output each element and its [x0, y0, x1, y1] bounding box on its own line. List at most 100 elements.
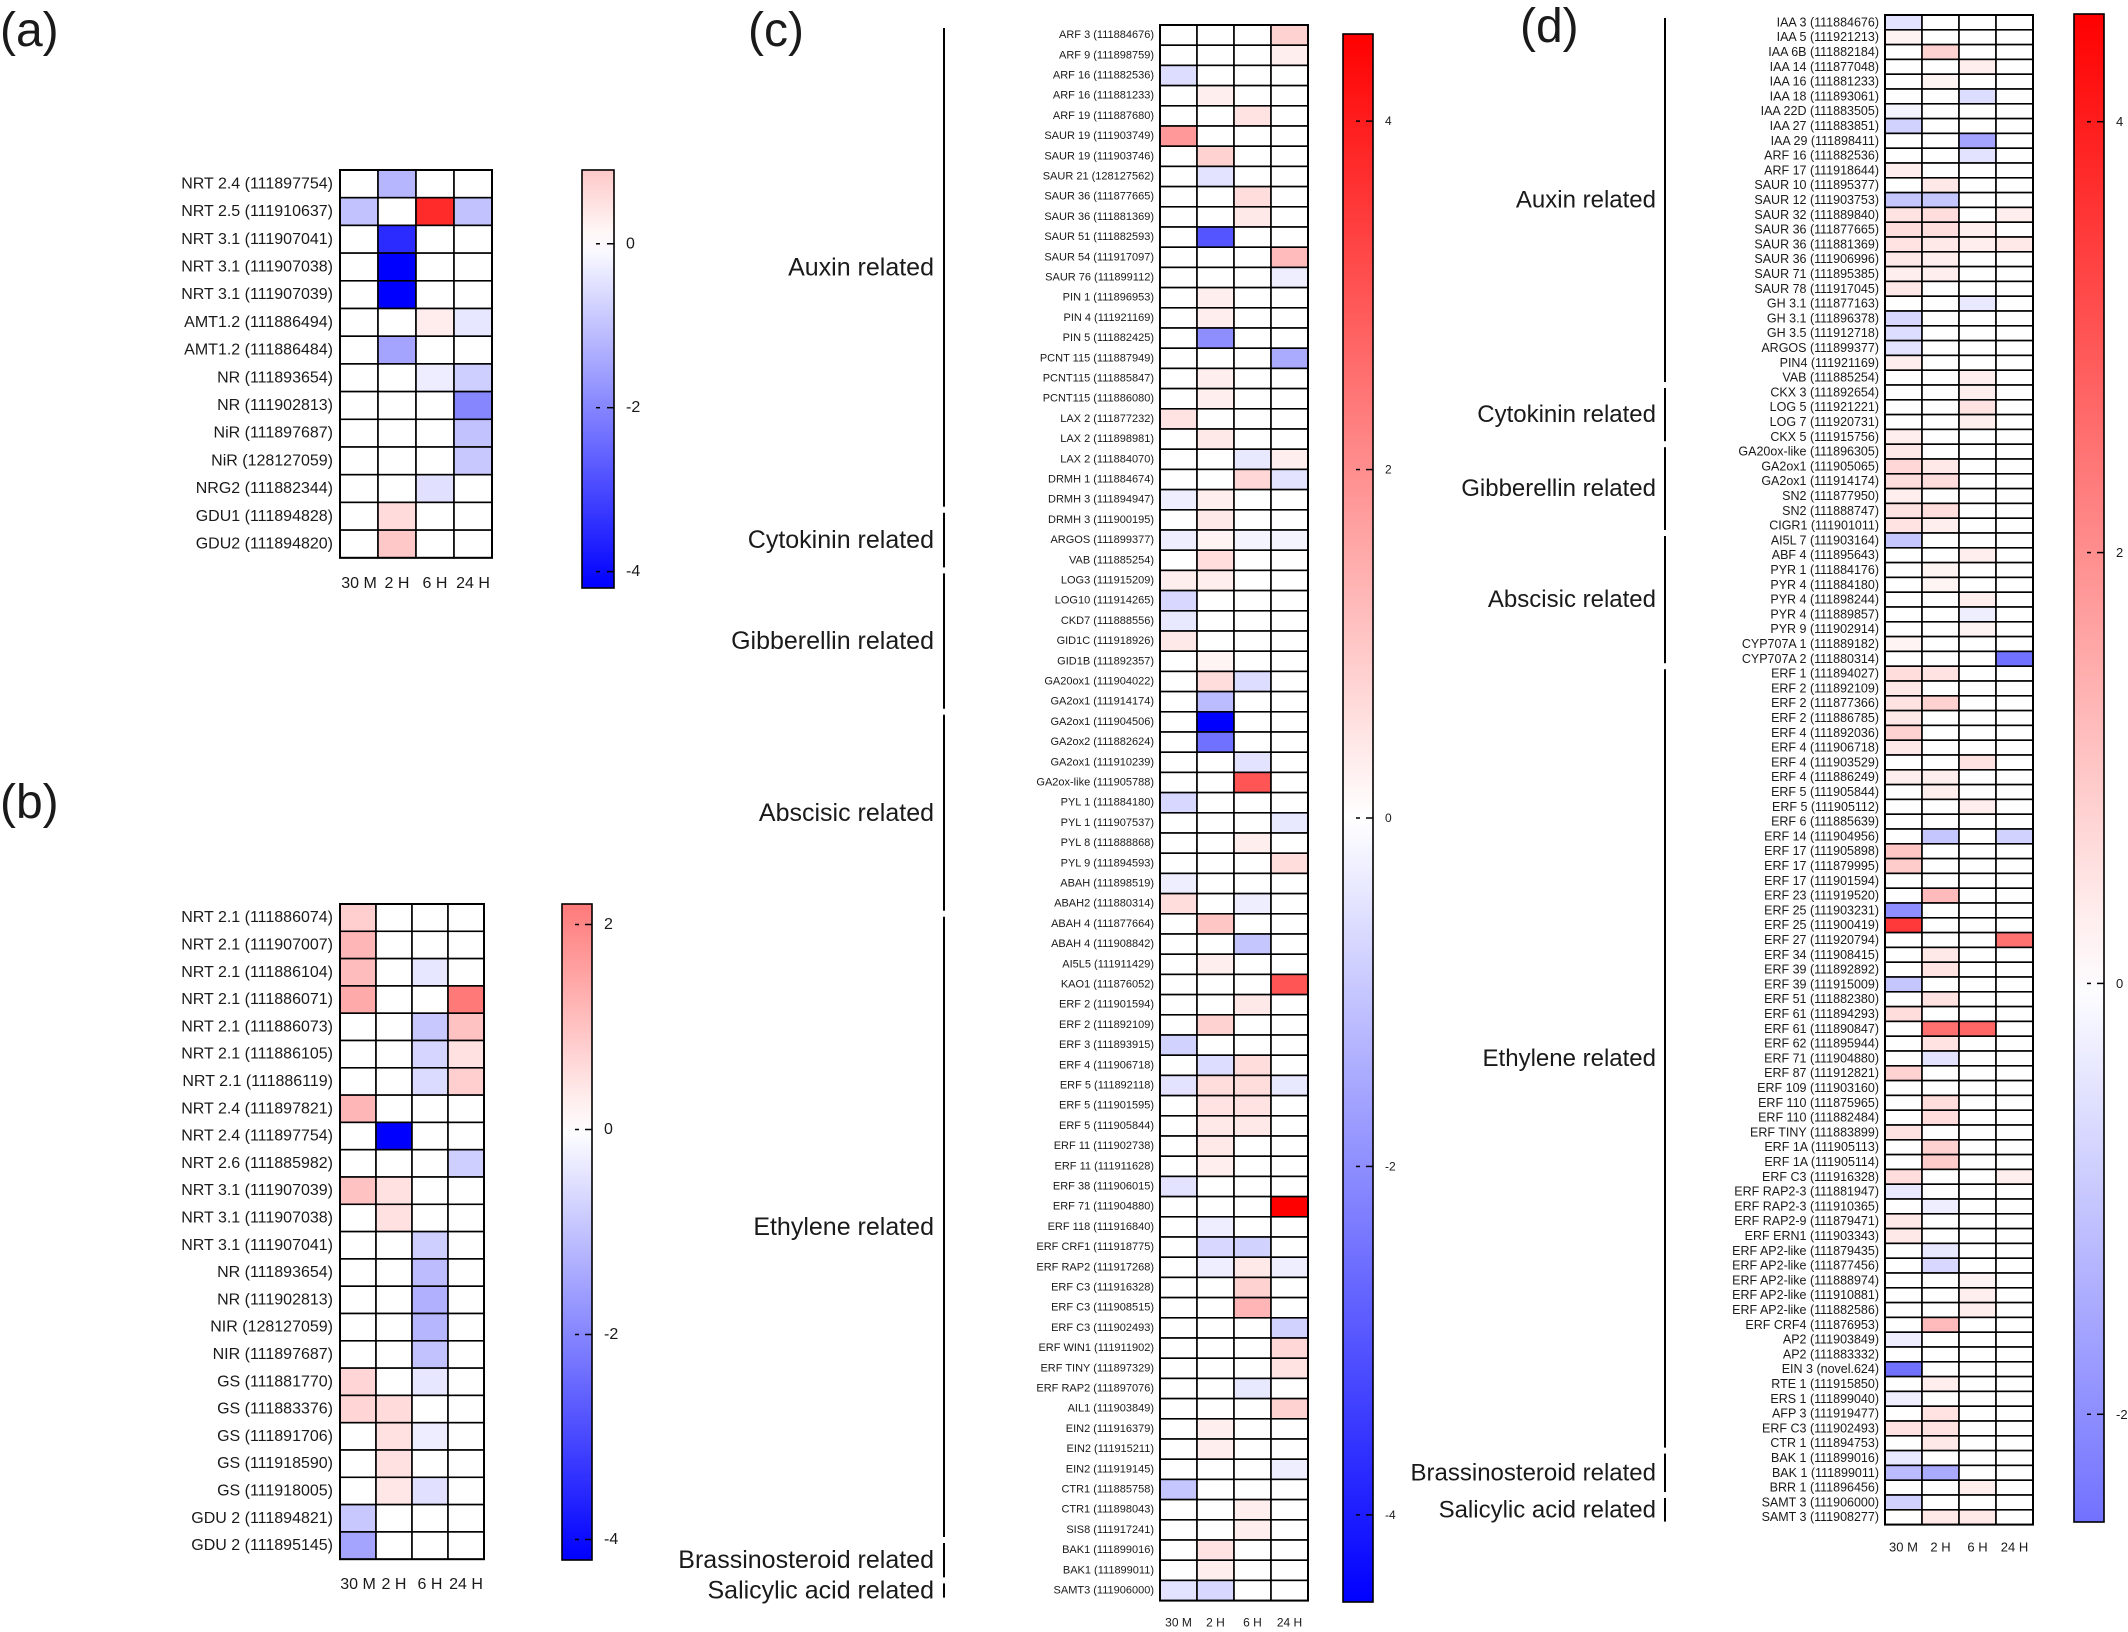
- heatmap-cell: [1270, 286, 1309, 309]
- row-label: SAMT 3 (111906000): [1762, 1495, 1879, 1509]
- panel-a-letter: (a): [0, 4, 59, 57]
- heatmap-cell: [1233, 488, 1272, 511]
- heatmap-cell: [375, 1176, 413, 1206]
- heatmap-cell: [1921, 162, 1960, 179]
- row-label: ABAH 4 (111877664): [1051, 918, 1154, 930]
- group-label: Abscisic related: [1488, 586, 1656, 613]
- heatmap-cell: [1233, 206, 1272, 228]
- row-label: LAX 2 (111877232): [1060, 413, 1154, 425]
- heatmap-cell: [1921, 1479, 1960, 1496]
- row-label: BAK1 (111899016): [1062, 1544, 1154, 1556]
- heatmap-cell: [411, 1176, 449, 1206]
- heatmap-cell: [1921, 1065, 1960, 1082]
- heatmap-cell: [1958, 502, 1997, 519]
- group-label: Gibberellin related: [1461, 475, 1656, 502]
- row-label: ERF 3 (111893915): [1059, 1039, 1154, 1051]
- heatmap-cell: [1884, 1079, 1923, 1097]
- heatmap-cell: [1884, 635, 1923, 653]
- heatmap-cell: [1270, 1013, 1309, 1036]
- scale-tick-label: 4: [1385, 114, 1392, 128]
- panel-c-letter: (c): [748, 4, 804, 57]
- heatmap-cell: [1270, 933, 1309, 956]
- heatmap-cell: [415, 390, 455, 421]
- row-label: ABAH (111898519): [1060, 878, 1154, 890]
- heatmap-cell: [1159, 953, 1198, 976]
- heatmap-cell: [1958, 902, 1997, 919]
- heatmap-cell: [1270, 973, 1309, 996]
- heatmap-cell: [1958, 961, 1997, 978]
- heatmap-cell: [375, 1476, 413, 1506]
- heatmap-cell: [1921, 709, 1960, 727]
- heatmap-cell: [339, 501, 379, 531]
- heatmap-cell: [1958, 310, 1997, 327]
- row-label: NR (111902813): [217, 397, 333, 414]
- column-label: 6 H: [418, 1576, 443, 1593]
- heatmap-cell: [1233, 1216, 1272, 1238]
- heatmap-cell: [1159, 286, 1198, 309]
- heatmap-cell: [339, 1476, 377, 1506]
- heatmap-cell: [1196, 1539, 1235, 1562]
- heatmap-cell: [1233, 852, 1272, 875]
- heatmap-cell: [1921, 177, 1960, 194]
- heatmap-cell: [1884, 458, 1923, 475]
- heatmap-cell: [1196, 1195, 1235, 1218]
- heatmap-cell: [1995, 265, 2034, 283]
- row-label: GA20ox-like (111896305): [1738, 445, 1879, 459]
- heatmap-cell: [339, 1449, 377, 1479]
- heatmap-cell: [1884, 1346, 1923, 1363]
- row-label: PYR 4 (111889857): [1770, 607, 1879, 621]
- heatmap-cell: [1270, 1559, 1309, 1582]
- heatmap-cell: [1233, 1337, 1272, 1360]
- heatmap-cell: [1270, 751, 1309, 774]
- heatmap-cell: [1159, 731, 1198, 754]
- heatmap-cell: [1958, 783, 1997, 801]
- heatmap-cell: [1995, 324, 2034, 342]
- heatmap-cell: [1196, 933, 1235, 956]
- heatmap-cell: [1233, 731, 1272, 754]
- heatmap-cell: [1958, 265, 1997, 283]
- heatmap-cell: [1884, 1124, 1923, 1141]
- heatmap-cell: [1958, 58, 1997, 76]
- heatmap-cell: [339, 1367, 377, 1397]
- heatmap-cell: [447, 1203, 485, 1233]
- heatmap-cell: [375, 1394, 413, 1424]
- heatmap-cell: [411, 1203, 449, 1233]
- heatmap-cell: [1921, 310, 1960, 327]
- panel-a: (a) NRT 2.4 (111897754) NRT 2.5 (11191063…: [0, 4, 640, 592]
- heatmap-cell: [375, 1421, 413, 1451]
- row-label: ARF 19 (111887680): [1053, 110, 1154, 122]
- heatmap-cell: [1995, 1464, 2034, 1482]
- heatmap-cell: [339, 1039, 377, 1069]
- heatmap-cell: [1921, 1390, 1960, 1408]
- heatmap-cell: [411, 1121, 449, 1151]
- heatmap-cell: [1995, 1168, 2034, 1186]
- heatmap-cell: [1233, 1256, 1272, 1279]
- heatmap-cell: [1196, 1377, 1235, 1400]
- heatmap-cell: [1196, 589, 1235, 612]
- heatmap-cell: [1958, 28, 1997, 46]
- heatmap-cell: [1196, 1155, 1235, 1178]
- heatmap-cell: [1196, 993, 1235, 1016]
- heatmap-cell: [1233, 1034, 1272, 1057]
- heatmap-cell: [1958, 946, 1997, 964]
- heatmap-cell: [1958, 620, 1997, 638]
- row-label: ERF 110 (111875965): [1758, 1096, 1879, 1110]
- row-label: ERF RAP2-3 (111910365): [1734, 1199, 1879, 1213]
- heatmap-cell: [1270, 589, 1309, 612]
- heatmap-cell: [1196, 226, 1235, 249]
- row-label: PCNT115 (111885847): [1043, 373, 1154, 385]
- row-label: SIS8 (111917241): [1066, 1524, 1154, 1536]
- heatmap-cell: [1884, 428, 1923, 445]
- row-label: ARF 16 (111881233): [1053, 90, 1154, 102]
- heatmap-cell: [1995, 310, 2034, 327]
- row-label: ERF TINY (111883899): [1750, 1125, 1879, 1139]
- heatmap-cell: [1233, 569, 1272, 592]
- heatmap-cell: [1958, 561, 1997, 579]
- heatmap-cell: [1196, 1013, 1235, 1036]
- heatmap-cell: [411, 1258, 449, 1288]
- heatmap-cell: [411, 957, 449, 987]
- heatmap-cell: [1270, 1579, 1309, 1602]
- row-label: PYL 8 (111888868): [1061, 837, 1154, 849]
- heatmap-cell: [1921, 754, 1960, 771]
- heatmap-cell: [1159, 710, 1198, 733]
